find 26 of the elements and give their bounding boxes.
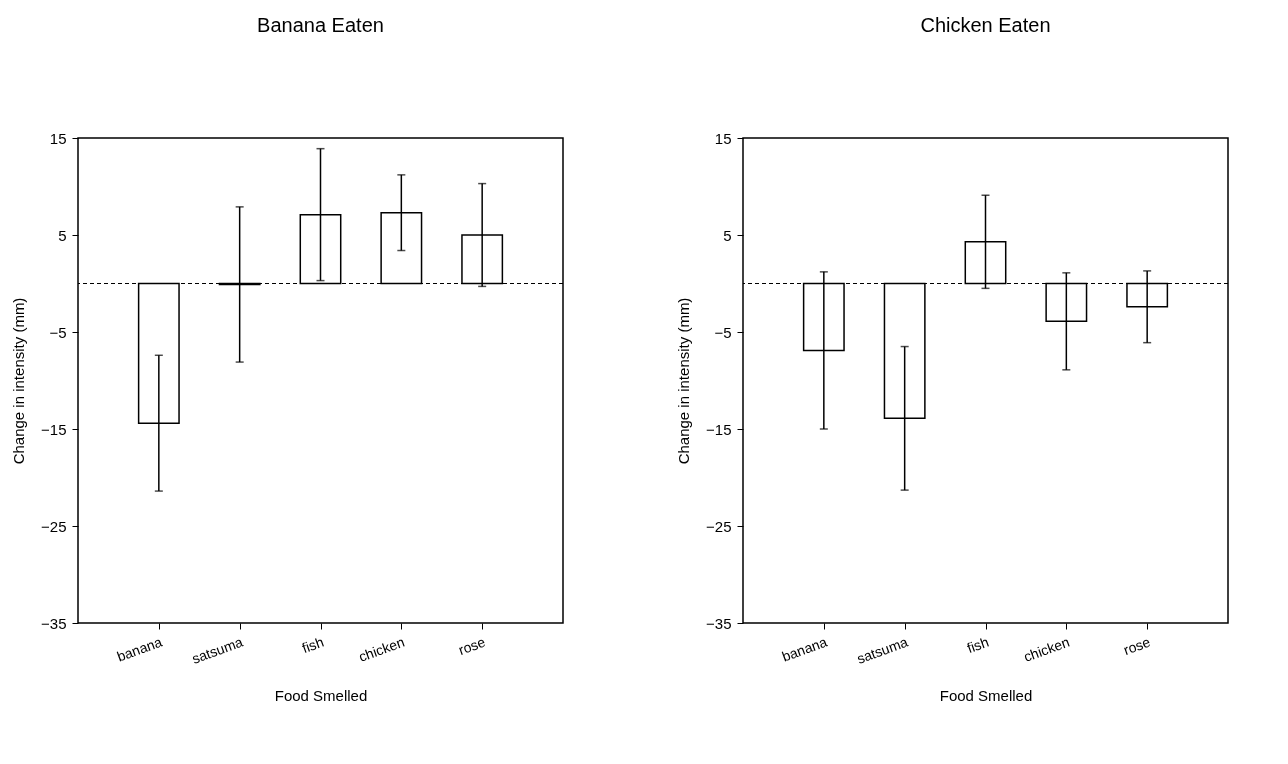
y-tick-label: 15 <box>714 129 732 147</box>
y-tick-label: −25 <box>41 517 67 535</box>
y-tick-label: 5 <box>723 226 732 244</box>
x-axis-title: Food Smelled <box>939 686 1033 704</box>
x-tick-label: chicken <box>1021 633 1072 665</box>
x-tick-label: chicken <box>356 633 407 665</box>
x-tick-label: rose <box>456 633 488 658</box>
x-tick-label: banana <box>779 633 830 665</box>
y-tick-label: −5 <box>714 323 732 341</box>
x-tick-label: banana <box>114 633 165 665</box>
x-axis-title: Food Smelled <box>274 686 368 704</box>
y-tick-label: −35 <box>706 614 732 632</box>
x-tick-label: fish <box>964 633 991 657</box>
y-tick-label: −15 <box>41 420 67 438</box>
y-axis-title: Change in intensity (mm) <box>675 297 693 465</box>
y-tick-label: −25 <box>706 517 732 535</box>
y-tick-label: 15 <box>49 129 67 147</box>
x-tick-label: rose <box>1121 633 1153 658</box>
y-axis-title: Change in intensity (mm) <box>10 297 28 465</box>
chart-title: Banana Eaten <box>257 14 384 36</box>
y-tick-label: 5 <box>58 226 67 244</box>
x-tick-label: fish <box>299 633 326 657</box>
y-tick-label: −15 <box>706 420 732 438</box>
y-tick-label: −35 <box>41 614 67 632</box>
y-tick-label: −5 <box>49 323 67 341</box>
chart-title: Chicken Eaten <box>920 14 1051 36</box>
